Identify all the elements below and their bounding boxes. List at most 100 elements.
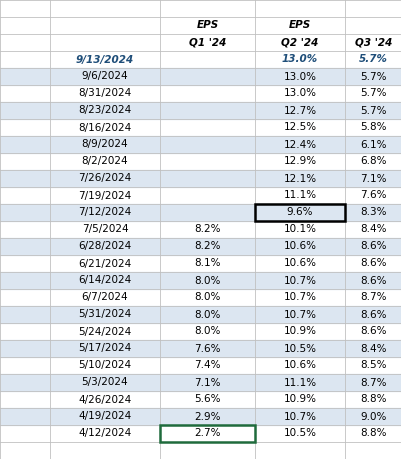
Text: 8.0%: 8.0% [194, 326, 220, 336]
Text: 10.6%: 10.6% [283, 241, 316, 252]
Text: 7.4%: 7.4% [194, 360, 220, 370]
Text: 10.6%: 10.6% [283, 360, 316, 370]
Text: 7/19/2024: 7/19/2024 [78, 190, 131, 201]
Text: 8/2/2024: 8/2/2024 [81, 157, 128, 167]
Text: 2.9%: 2.9% [194, 412, 220, 421]
Bar [0, 272, 401, 289]
Text: 10.7%: 10.7% [283, 275, 316, 285]
Text: 12.5%: 12.5% [283, 123, 316, 133]
Text: 10.5%: 10.5% [283, 429, 316, 438]
Text: 8.8%: 8.8% [359, 394, 386, 404]
Bar [0, 306, 401, 323]
Text: EPS: EPS [288, 21, 310, 30]
Bar [160, 425, 254, 442]
Text: 8.3%: 8.3% [359, 207, 386, 218]
Text: 13.0%: 13.0% [281, 55, 317, 65]
Text: 5.6%: 5.6% [194, 394, 220, 404]
Text: 8.6%: 8.6% [359, 309, 386, 319]
Text: 11.1%: 11.1% [283, 190, 316, 201]
Text: 5.7%: 5.7% [358, 55, 387, 65]
Text: 4/26/2024: 4/26/2024 [78, 394, 131, 404]
Text: 8/31/2024: 8/31/2024 [78, 89, 131, 99]
Text: 8.6%: 8.6% [359, 241, 386, 252]
Text: 7/26/2024: 7/26/2024 [78, 174, 131, 184]
Text: 8/16/2024: 8/16/2024 [78, 123, 131, 133]
Text: 8.4%: 8.4% [359, 224, 386, 235]
Bar [0, 204, 401, 221]
Text: 6/14/2024: 6/14/2024 [78, 275, 131, 285]
Text: 8.6%: 8.6% [359, 326, 386, 336]
Text: 13.0%: 13.0% [283, 89, 316, 99]
Bar [254, 204, 344, 221]
Text: 5/17/2024: 5/17/2024 [78, 343, 131, 353]
Text: 9.0%: 9.0% [359, 412, 386, 421]
Text: 8.2%: 8.2% [194, 224, 220, 235]
Text: 12.7%: 12.7% [283, 106, 316, 116]
Text: EPS: EPS [196, 21, 218, 30]
Text: 5.7%: 5.7% [359, 72, 386, 82]
Text: 13.0%: 13.0% [283, 72, 316, 82]
Text: 4/12/2024: 4/12/2024 [78, 429, 131, 438]
Text: 5/3/2024: 5/3/2024 [81, 377, 128, 387]
Text: Q1 '24: Q1 '24 [188, 38, 226, 47]
Text: 8.0%: 8.0% [194, 275, 220, 285]
Text: 8.0%: 8.0% [194, 292, 220, 302]
Text: 7.1%: 7.1% [359, 174, 386, 184]
Text: 5/10/2024: 5/10/2024 [78, 360, 131, 370]
Text: 8/9/2024: 8/9/2024 [81, 140, 128, 150]
Bar [0, 374, 401, 391]
Text: 9/6/2024: 9/6/2024 [81, 72, 128, 82]
Bar [0, 340, 401, 357]
Text: 5/24/2024: 5/24/2024 [78, 326, 131, 336]
Text: 8.6%: 8.6% [359, 275, 386, 285]
Text: 8.1%: 8.1% [194, 258, 220, 269]
Text: 12.4%: 12.4% [283, 140, 316, 150]
Text: 7.6%: 7.6% [194, 343, 220, 353]
Text: Q2 '24: Q2 '24 [281, 38, 318, 47]
Bar [0, 136, 401, 153]
Text: 10.9%: 10.9% [283, 394, 316, 404]
Text: 4/19/2024: 4/19/2024 [78, 412, 131, 421]
Bar [0, 68, 401, 85]
Text: 10.1%: 10.1% [283, 224, 316, 235]
Text: 8.8%: 8.8% [359, 429, 386, 438]
Bar [0, 102, 401, 119]
Text: 10.7%: 10.7% [283, 412, 316, 421]
Bar [0, 170, 401, 187]
Text: 2.7%: 2.7% [194, 429, 220, 438]
Text: 10.5%: 10.5% [283, 343, 316, 353]
Text: 12.9%: 12.9% [283, 157, 316, 167]
Text: 10.9%: 10.9% [283, 326, 316, 336]
Text: 8.4%: 8.4% [359, 343, 386, 353]
Text: 8/23/2024: 8/23/2024 [78, 106, 131, 116]
Text: 5.7%: 5.7% [359, 106, 386, 116]
Text: 6/21/2024: 6/21/2024 [78, 258, 131, 269]
Text: 6/28/2024: 6/28/2024 [78, 241, 131, 252]
Text: Q3 '24: Q3 '24 [354, 38, 391, 47]
Text: 11.1%: 11.1% [283, 377, 316, 387]
Text: 7/12/2024: 7/12/2024 [78, 207, 131, 218]
Text: 5.8%: 5.8% [359, 123, 386, 133]
Text: 6/7/2024: 6/7/2024 [81, 292, 128, 302]
Text: 7.6%: 7.6% [359, 190, 386, 201]
Text: 6.1%: 6.1% [359, 140, 386, 150]
Text: 5/31/2024: 5/31/2024 [78, 309, 131, 319]
Text: 8.0%: 8.0% [194, 309, 220, 319]
Text: 6.8%: 6.8% [359, 157, 386, 167]
Text: 8.5%: 8.5% [359, 360, 386, 370]
Text: 8.7%: 8.7% [359, 377, 386, 387]
Text: 5.7%: 5.7% [359, 89, 386, 99]
Bar [0, 238, 401, 255]
Text: 12.1%: 12.1% [283, 174, 316, 184]
Bar [0, 408, 401, 425]
Text: 8.7%: 8.7% [359, 292, 386, 302]
Text: 8.6%: 8.6% [359, 258, 386, 269]
Text: 8.2%: 8.2% [194, 241, 220, 252]
Text: 9.6%: 9.6% [286, 207, 312, 218]
Text: 9/13/2024: 9/13/2024 [76, 55, 134, 65]
Text: 10.7%: 10.7% [283, 309, 316, 319]
Text: 7.1%: 7.1% [194, 377, 220, 387]
Text: 10.7%: 10.7% [283, 292, 316, 302]
Text: 10.6%: 10.6% [283, 258, 316, 269]
Text: 7/5/2024: 7/5/2024 [81, 224, 128, 235]
